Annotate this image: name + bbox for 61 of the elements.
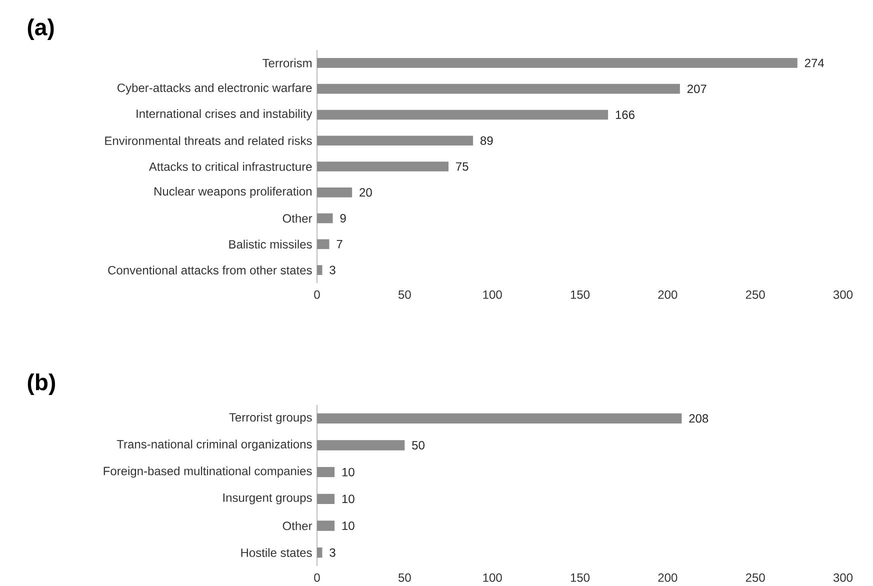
text: (b): [28, 373, 56, 395]
bar: [317, 494, 335, 504]
bar: [317, 547, 322, 558]
bar: [317, 413, 682, 424]
x-tick-label: 150: [570, 290, 590, 299]
bar: [317, 110, 608, 120]
data-label: 208: [689, 414, 708, 423]
bar: [317, 58, 798, 68]
y-tick-label: Terrorist groups: [229, 412, 312, 424]
y-tick-label: Nuclear weapons proliferation: [154, 186, 312, 198]
x-tick-label: 300: [833, 290, 853, 299]
bar: [317, 239, 330, 249]
data-label: 20: [360, 188, 372, 196]
bar: [317, 84, 680, 94]
y-tick-label: Insurgent groups: [223, 493, 312, 504]
data-label: 3: [330, 266, 336, 274]
x-tick-label: 250: [746, 573, 765, 582]
x-tick-label: 50: [398, 290, 411, 299]
x-tick-label: 300: [833, 573, 853, 582]
data-label: 3: [330, 548, 336, 557]
data-label: 10: [342, 494, 354, 504]
y-tick-label: Attacks to critical infrastructure: [148, 162, 312, 171]
y-tick-label: Balistic missiles: [229, 240, 312, 248]
data-label: 207: [687, 84, 706, 93]
data-label: 166: [616, 110, 634, 119]
x-tick-label: 200: [658, 573, 678, 582]
x-tick-label: 100: [483, 573, 502, 582]
data-label: 7: [336, 240, 342, 248]
bar: [317, 161, 448, 172]
y-tick-label: Cyber-attacks and electronic warfare: [117, 83, 312, 94]
y-tick-label: Terrorism: [262, 58, 312, 68]
x-tick-label: 50: [398, 573, 411, 582]
x-tick-label: 250: [746, 290, 765, 299]
data-label: 75: [456, 162, 468, 171]
y-tick-label: Trans-national criminal organizations: [116, 439, 312, 451]
y-tick-label: Other: [282, 214, 312, 223]
data-label: 89: [480, 136, 493, 145]
y-tick-label: Conventional attacks from other states: [108, 265, 312, 274]
x-tick-label: 200: [658, 290, 678, 299]
x-tick-label: 100: [483, 290, 502, 299]
data-label: 9: [340, 214, 346, 222]
data-label: 10: [342, 468, 354, 476]
bar: [317, 466, 335, 478]
bar: [317, 440, 405, 450]
x-tick-label: 150: [570, 573, 590, 582]
bar: [317, 520, 335, 531]
data-label: 10: [342, 521, 354, 530]
bar: [317, 136, 474, 146]
data-label: 50: [412, 440, 424, 450]
bar: [317, 264, 322, 275]
y-tick-label: International crises and instability: [136, 108, 312, 120]
data-label: 274: [804, 58, 824, 67]
x-tick-label: 0: [314, 573, 320, 582]
text: (a): [28, 18, 54, 40]
y-tick-label: Environmental threats and related risks: [105, 136, 312, 145]
bar: [317, 187, 352, 198]
x-tick-label: 0: [314, 290, 320, 299]
bar: [317, 213, 333, 224]
y-tick-label: Foreign-based multinational companies: [104, 466, 312, 478]
y-tick-label: Hostile states: [241, 548, 312, 557]
y-tick-label: Other: [282, 521, 312, 530]
